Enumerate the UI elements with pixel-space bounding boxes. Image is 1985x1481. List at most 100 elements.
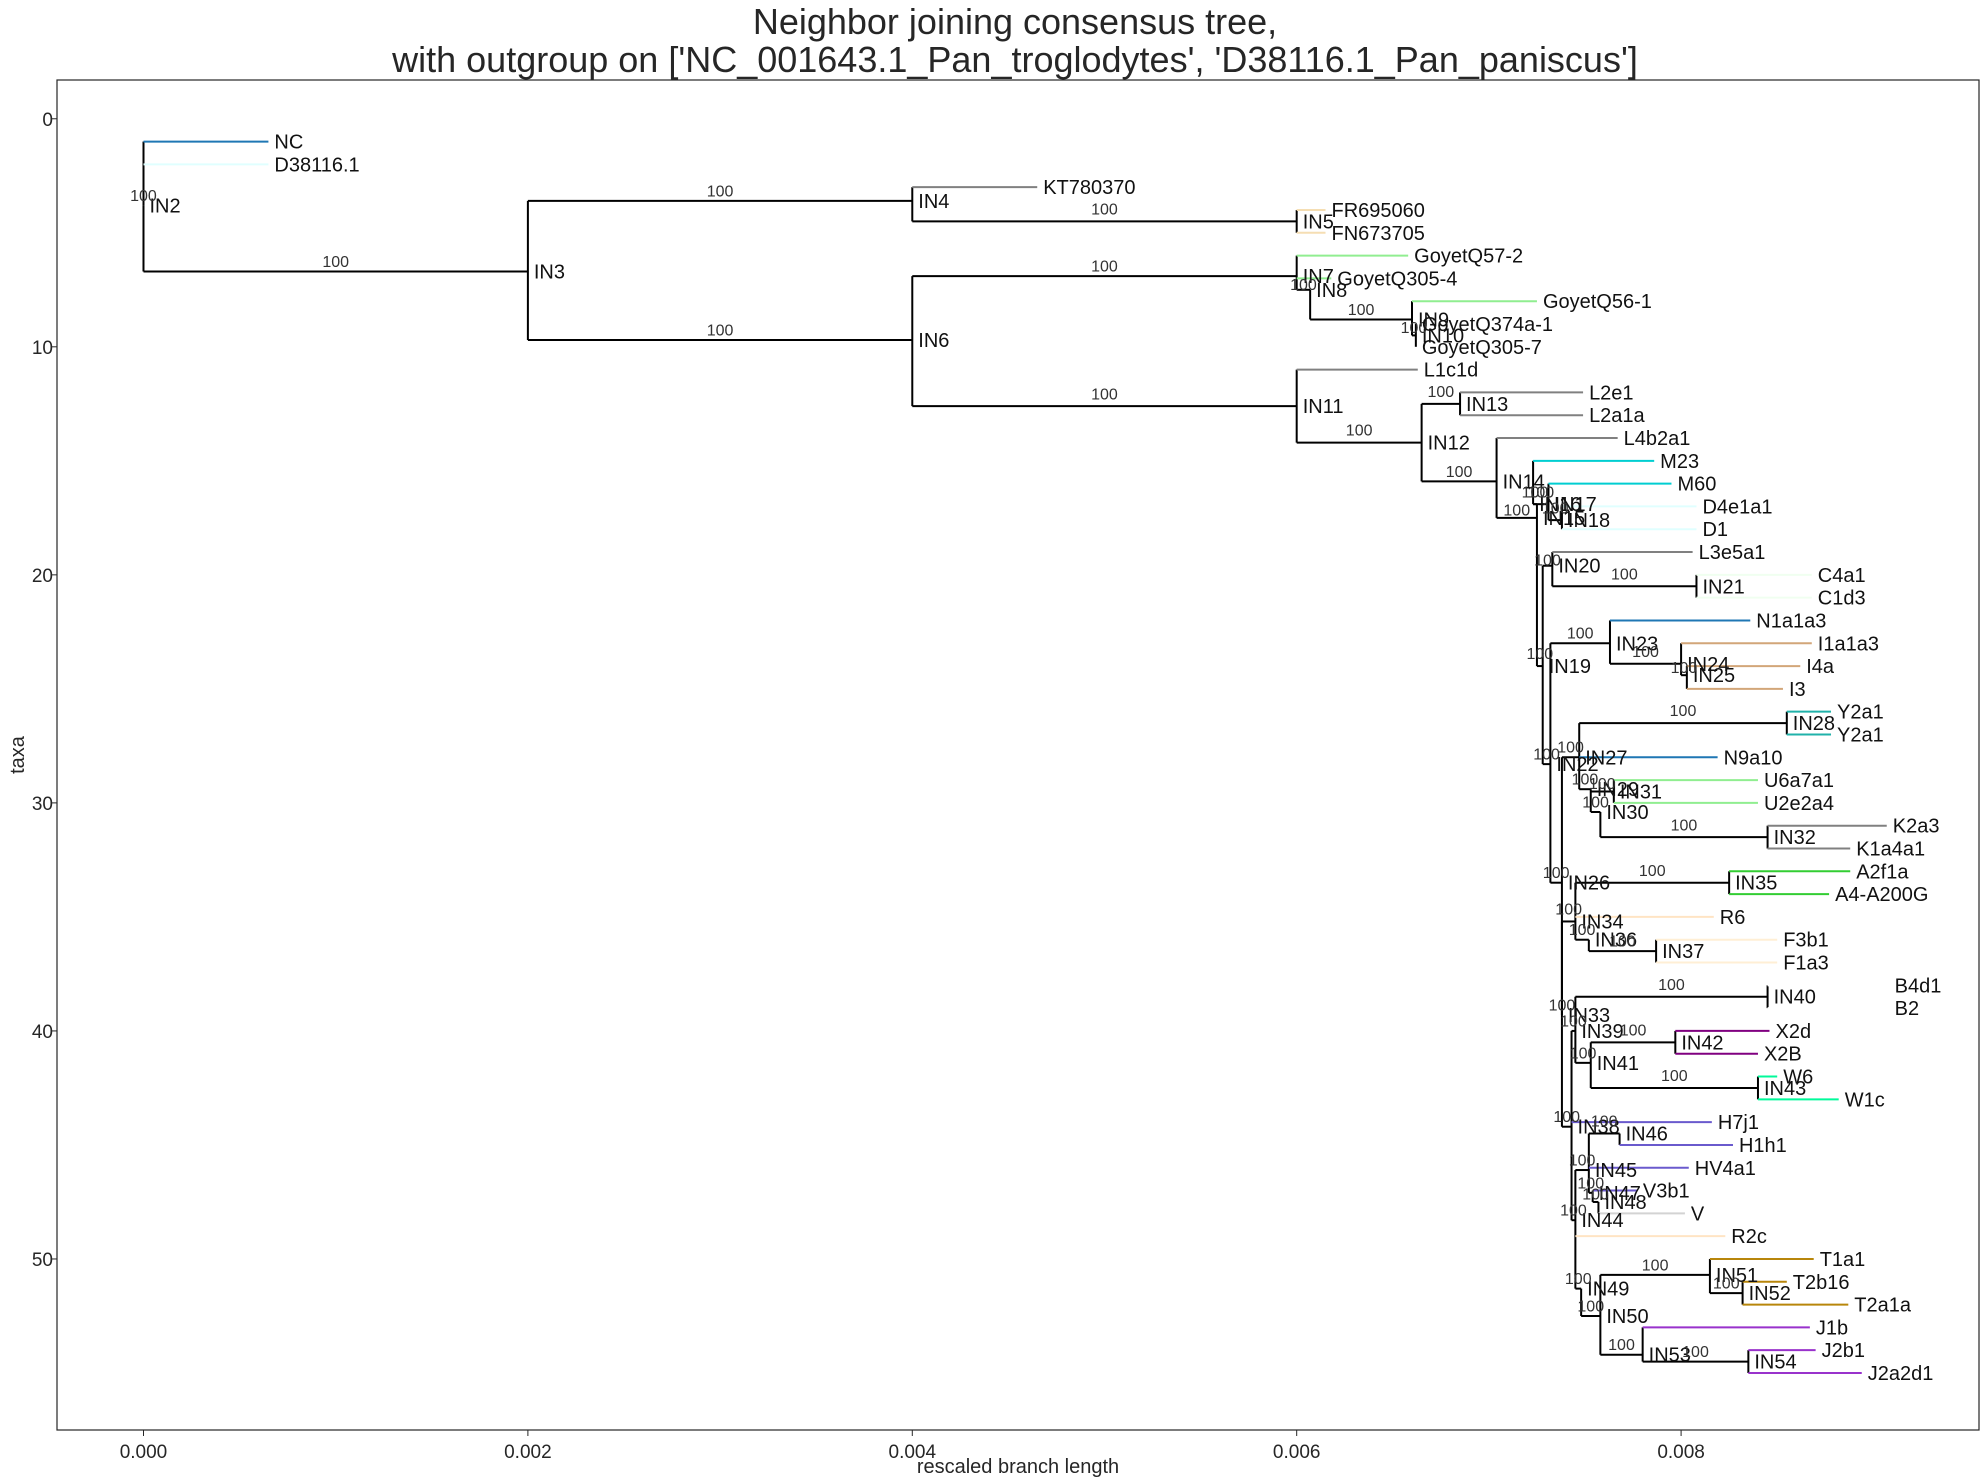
x-tick-label-0: 0.000	[120, 1442, 168, 1463]
tick-group: 0.000 0.002 0.004 0.006 0.008 0 10 20 30 40 50	[32, 110, 1705, 1463]
node-label-IN28: IN28	[1793, 713, 1835, 735]
node-label-IN52: IN52	[1749, 1283, 1791, 1305]
plot-frame	[56, 79, 1980, 1431]
leaf-label-1: D38116.1	[274, 154, 359, 176]
leaf-label-48: R2c	[1731, 1226, 1767, 1248]
leaf-label-49: T1a1	[1820, 1249, 1866, 1271]
node-label-IN20: IN20	[1558, 556, 1600, 578]
confidence-IN14: 100	[1446, 464, 1473, 481]
confidence-IN20: 100	[1534, 553, 1561, 570]
leaf-label-26: Y2a1	[1837, 724, 1884, 746]
leaf-label-3: FR695060	[1332, 200, 1425, 222]
label-group: IN2 100 IN3 100 IN4 100 IN5 100 IN6 100 IN7 100 IN8 1…	[130, 132, 1941, 1385]
node-label-IN35: IN35	[1735, 873, 1777, 895]
node-label-IN13: IN13	[1466, 394, 1508, 416]
leaf-label-47: V	[1691, 1203, 1705, 1225]
leaf-label-9: GoyetQ305-7	[1422, 337, 1542, 359]
leaf-label-29: U2e2a4	[1764, 793, 1834, 815]
node-label-IN26: IN26	[1568, 873, 1610, 895]
leaf-label-23: I4a	[1806, 656, 1835, 678]
x-tick-label-2: 0.004	[889, 1442, 937, 1463]
y-tick-label-0: 0	[42, 110, 53, 131]
leaf-label-21: N1a1a3	[1756, 610, 1826, 632]
leaf-label-13: L4b2a1	[1624, 428, 1691, 450]
leaf-label-20: C1d3	[1818, 588, 1866, 610]
leaf-label-5: GoyetQ57-2	[1414, 246, 1523, 268]
confidence-IN13: 100	[1427, 384, 1454, 401]
confidence-IN2: 100	[130, 188, 157, 205]
node-label-IN33: IN33	[1568, 1005, 1610, 1027]
confidence-IN49: 100	[1565, 1271, 1592, 1288]
leaf-label-25: Y2a1	[1837, 702, 1884, 724]
node-label-IN18: IN18	[1568, 510, 1610, 532]
confidence-IN33: 100	[1549, 997, 1576, 1014]
node-label-IN47: IN47	[1599, 1183, 1641, 1205]
leaf-label-2: KT780370	[1043, 177, 1135, 199]
confidence-IN43: 100	[1661, 1068, 1688, 1085]
node-label-IN16: IN16	[1539, 494, 1581, 516]
confidence-IN28: 100	[1670, 703, 1697, 720]
confidence-IN9: 100	[1348, 302, 1375, 319]
leaf-label-0: NC	[274, 132, 303, 154]
leaf-label-50: T2b16	[1793, 1272, 1850, 1294]
leaf-label-12: L2a1a	[1589, 405, 1645, 427]
node-label-IN48: IN48	[1604, 1192, 1646, 1214]
confidence-IN29: 100	[1572, 772, 1599, 789]
leaf-label-18: L3e5a1	[1699, 542, 1766, 564]
node-label-IN34: IN34	[1581, 911, 1623, 933]
x-tick-label-1: 0.002	[504, 1442, 552, 1463]
confidence-IN40: 100	[1658, 977, 1685, 994]
leaf-label-54: J2a2d1	[1868, 1363, 1934, 1385]
confidence-IN42: 100	[1620, 1022, 1647, 1039]
confidence-IN23: 100	[1567, 626, 1594, 643]
y-tick-label-5: 50	[32, 1250, 53, 1271]
confidence-IN24: 100	[1632, 644, 1659, 661]
leaf-label-51: T2a1a	[1854, 1295, 1912, 1317]
y-axis-label: taxa	[7, 735, 29, 774]
y-tick-label-4: 40	[32, 1022, 53, 1043]
node-label-IN8: IN8	[1316, 280, 1347, 302]
confidence-IN34: 100	[1555, 902, 1582, 919]
node-label-IN7: IN7	[1303, 266, 1334, 288]
node-label-IN14: IN14	[1503, 471, 1545, 493]
leaf-label-43: H7j1	[1718, 1112, 1759, 1134]
node-label-IN32: IN32	[1774, 827, 1816, 849]
node-label-IN39: IN39	[1581, 1021, 1623, 1043]
node-label-IN51: IN51	[1716, 1265, 1758, 1287]
node-label-IN46: IN46	[1626, 1124, 1668, 1146]
leaf-label-11: L2e1	[1589, 382, 1634, 404]
node-label-IN9: IN9	[1418, 309, 1449, 331]
y-tick-label-1: 10	[32, 338, 53, 359]
confidence-IN37: 100	[1609, 934, 1636, 951]
node-label-IN29: IN29	[1597, 779, 1639, 801]
node-label-IN30: IN30	[1606, 802, 1648, 824]
branch-group	[142, 140, 1889, 1374]
node-label-IN22: IN22	[1556, 754, 1598, 776]
confidence-IN32: 100	[1671, 817, 1698, 834]
y-tick-label-3: 30	[32, 794, 53, 815]
chart-title-line-1: Neighbor joining consensus tree,	[753, 1, 1277, 42]
confidence-IN19: 100	[1526, 646, 1553, 663]
confidence-IN36: 100	[1569, 922, 1596, 939]
node-label-IN53: IN53	[1649, 1345, 1691, 1367]
leaf-label-53: J2b1	[1822, 1340, 1865, 1362]
confidence-IN21: 100	[1611, 566, 1638, 583]
leaf-label-32: A2f1a	[1856, 861, 1909, 883]
confidence-IN39: 100	[1560, 1013, 1587, 1030]
node-label-IN19: IN19	[1549, 656, 1591, 678]
node-label-IN5: IN5	[1303, 211, 1334, 233]
node-label-IN6: IN6	[918, 330, 949, 352]
confidence-IN3: 100	[322, 254, 349, 271]
leaf-label-22: I1a1a3	[1818, 633, 1879, 655]
leaf-label-39: X2d	[1776, 1021, 1812, 1043]
leaf-label-35: F3b1	[1783, 930, 1829, 952]
node-label-IN36: IN36	[1595, 930, 1637, 952]
confidence-IN53: 100	[1608, 1337, 1635, 1354]
leaf-label-8: GoyetQ374a-1	[1422, 314, 1553, 336]
node-label-IN2: IN2	[149, 195, 180, 217]
y-tick-label-2: 20	[32, 566, 53, 587]
confidence-IN50: 100	[1577, 1298, 1604, 1315]
leaf-label-19: C4a1	[1818, 565, 1866, 587]
leaf-label-52: J1b	[1816, 1317, 1848, 1339]
confidence-IN5: 100	[1091, 202, 1118, 219]
